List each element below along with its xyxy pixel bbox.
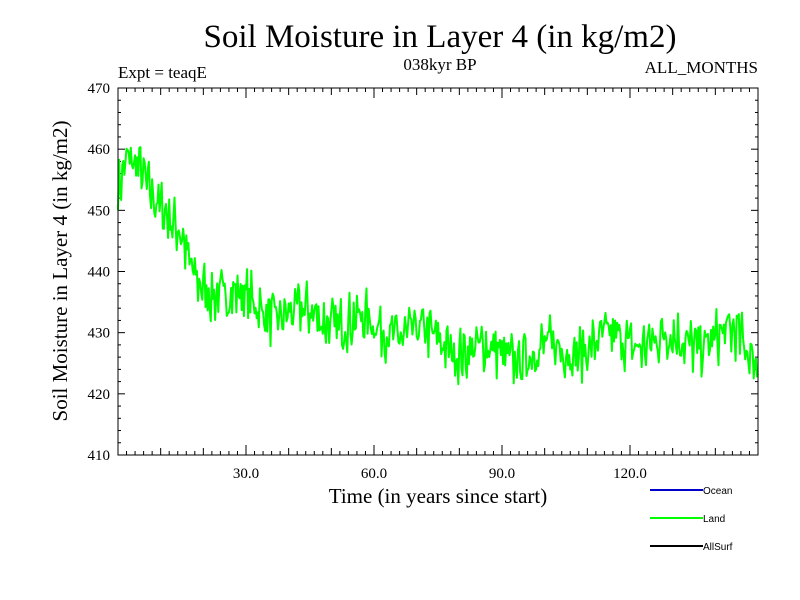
y-tick-label: 410 — [88, 448, 111, 464]
x-tick-label: 60.0 — [361, 466, 387, 482]
legend: Ocean Land AllSurf — [650, 486, 733, 553]
y-tick-label: 470 — [88, 81, 111, 97]
y-tick-label: 420 — [88, 387, 111, 403]
y-tick-label: 430 — [88, 326, 111, 342]
x-tick-label: 90.0 — [489, 466, 515, 482]
months-label: ALL_MONTHS — [645, 58, 758, 77]
y-axis-label: Soil Moisture in Layer 4 (in kg/m2) — [48, 121, 72, 422]
y-tick-label: 450 — [88, 203, 111, 219]
x-axis-label: Time (in years since start) — [329, 484, 548, 508]
legend-label-land: Land — [703, 514, 725, 525]
x-tick-label: 120.0 — [613, 466, 647, 482]
legend-label-allsurf: AllSurf — [703, 542, 733, 553]
experiment-label: Expt = teaqE — [118, 63, 207, 82]
axis-ticks — [118, 87, 758, 456]
series-line-land — [117, 146, 759, 386]
y-tick-label: 440 — [88, 265, 111, 281]
x-tick-label: 30.0 — [233, 466, 259, 482]
chart-title: Soil Moisture in Layer 4 (in kg/m2) — [204, 19, 677, 55]
legend-label-ocean: Ocean — [703, 486, 732, 497]
tick-labels: 410 420 430 440 450 460 470 30.0 60.0 90.0 120.0 — [88, 81, 647, 482]
plot-frame — [117, 87, 759, 456]
period-label: 038kyr BP — [403, 55, 476, 74]
y-tick-label: 460 — [88, 142, 111, 158]
